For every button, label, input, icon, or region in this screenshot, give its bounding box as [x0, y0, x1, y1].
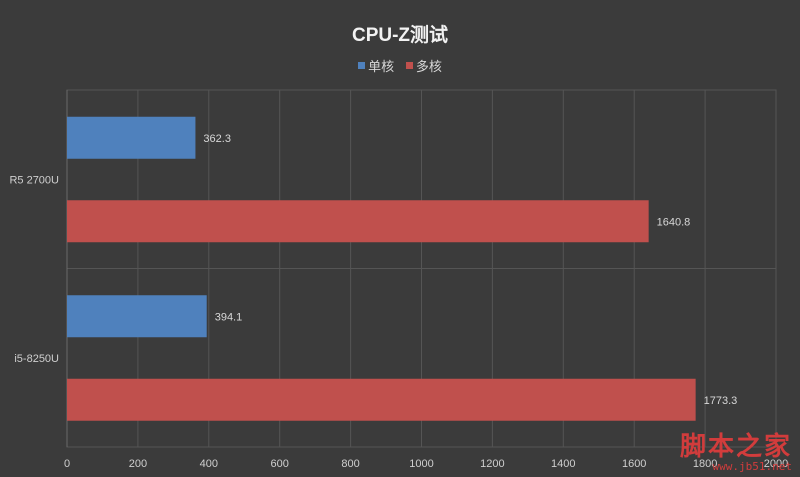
- x-tick-label-1200: 1200: [480, 458, 504, 470]
- category-label: R5 2700U: [9, 174, 59, 186]
- legend-swatch-multi-core: [405, 62, 413, 69]
- data-label: 362.3: [203, 133, 231, 145]
- bar-single-core: [67, 295, 207, 338]
- data-label: 1640.8: [657, 216, 691, 228]
- x-tick-label-1800: 1800: [693, 458, 717, 470]
- x-tick-label-0: 0: [64, 458, 70, 470]
- legend: 单核 多核: [0, 56, 800, 75]
- bar-multi-core: [67, 378, 696, 421]
- legend-item-single-core: 单核: [358, 56, 394, 75]
- x-tick-label-1400: 1400: [551, 458, 575, 470]
- legend-swatch-single-core: [358, 62, 366, 69]
- bar-single-core: [67, 116, 196, 159]
- chart-title: CPU-Z测试: [351, 25, 449, 46]
- data-label: 1773.3: [704, 395, 738, 407]
- data-label: 394.1: [215, 311, 243, 323]
- legend-label-single-core: 单核: [368, 59, 395, 74]
- x-tick-label-1600: 1600: [622, 458, 646, 470]
- category-label: i5-8250U: [14, 353, 59, 365]
- x-tick-label-200: 200: [129, 458, 147, 470]
- x-tick-label-800: 800: [341, 458, 359, 470]
- x-tick-label-2000: 2000: [764, 458, 788, 470]
- watermark: 脚本之家 www.jb51.net: [680, 433, 792, 473]
- legend-item-multi-core: 多核: [405, 56, 442, 75]
- x-tick-label-1000: 1000: [409, 458, 433, 470]
- legend-label-multi-core: 多核: [415, 59, 442, 74]
- watermark-logo-text: 脚本之家: [679, 432, 792, 462]
- x-tick-label-400: 400: [200, 458, 218, 470]
- bar-multi-core: [67, 200, 649, 243]
- x-tick-label-600: 600: [271, 458, 289, 470]
- watermark-url: www.jb51.net: [712, 460, 792, 473]
